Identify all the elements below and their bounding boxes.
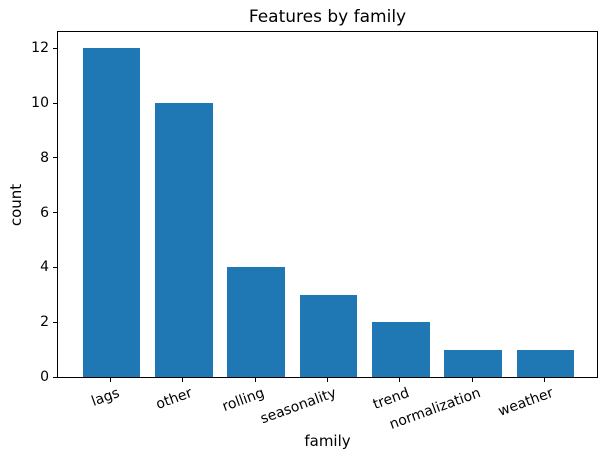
y-tick-mark <box>53 212 57 214</box>
y-tick-mark <box>53 376 57 378</box>
x-tick-mark <box>327 378 328 382</box>
y-tick-label-10: 10 <box>31 95 49 112</box>
y-tick-mark <box>53 102 57 104</box>
y-tick-label-4: 4 <box>40 259 49 276</box>
y-axis-label: count <box>7 183 25 227</box>
x-tick-mark <box>254 378 256 382</box>
x-tick-label-lags: lags <box>89 385 122 410</box>
plot-area <box>57 31 598 378</box>
bar-seasonality <box>299 294 358 377</box>
y-tick-label-12: 12 <box>31 40 49 57</box>
chart-title: Features by family <box>248 7 407 27</box>
x-tick-label-seasonality: seasonality <box>258 385 339 428</box>
x-tick-mark <box>543 378 545 382</box>
y-tick-label-2: 2 <box>40 314 49 331</box>
x-tick-mark <box>110 378 112 382</box>
x-tick-mark <box>182 378 184 382</box>
y-tick-label-6: 6 <box>40 204 49 221</box>
y-tick-mark <box>53 47 57 49</box>
y-tick-mark <box>53 157 57 159</box>
x-tick-mark <box>399 378 401 382</box>
x-tick-label-trend: trend <box>370 385 411 413</box>
x-axis-label: family <box>304 432 351 450</box>
x-tick-label-rolling: rolling <box>220 385 267 415</box>
x-tick-mark <box>471 378 473 382</box>
bar-rolling <box>227 267 286 377</box>
bar-normalization <box>444 349 503 377</box>
y-tick-label-0: 0 <box>40 369 49 385</box>
x-tick-label-other: other <box>153 385 194 413</box>
bar-other <box>154 103 213 377</box>
x-tick-label-weather: weather <box>496 385 556 420</box>
bar-lags <box>82 48 141 377</box>
y-tick-mark <box>53 321 57 323</box>
y-tick-mark <box>53 266 57 268</box>
bar-weather <box>516 349 575 377</box>
bar-trend <box>371 322 430 377</box>
y-tick-label-8: 8 <box>40 149 49 166</box>
